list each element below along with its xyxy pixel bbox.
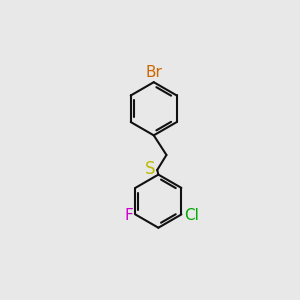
Text: F: F: [124, 208, 133, 223]
Text: S: S: [145, 160, 155, 178]
Text: Cl: Cl: [184, 208, 199, 223]
Text: Br: Br: [145, 65, 162, 80]
